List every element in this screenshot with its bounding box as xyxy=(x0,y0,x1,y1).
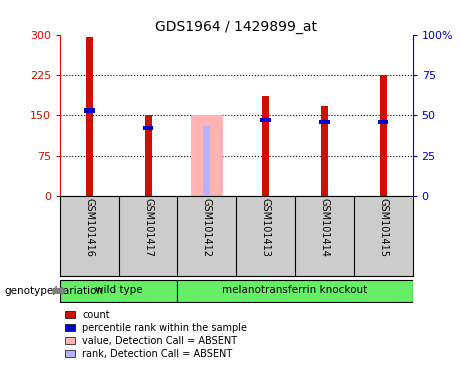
Bar xyxy=(177,280,413,302)
Bar xyxy=(84,108,95,113)
Bar xyxy=(380,75,387,196)
Text: genotype/variation: genotype/variation xyxy=(5,286,104,296)
Bar xyxy=(143,126,154,130)
Bar xyxy=(191,115,223,196)
Text: GSM101414: GSM101414 xyxy=(319,198,330,257)
Title: GDS1964 / 1429899_at: GDS1964 / 1429899_at xyxy=(155,20,317,33)
Legend: count, percentile rank within the sample, value, Detection Call = ABSENT, rank, : count, percentile rank within the sample… xyxy=(65,310,247,359)
Bar xyxy=(60,280,177,302)
Text: GSM101413: GSM101413 xyxy=(260,198,271,257)
Bar xyxy=(262,96,269,196)
Bar xyxy=(203,126,210,196)
Bar xyxy=(321,106,328,196)
Text: wild type: wild type xyxy=(95,285,142,295)
Text: GSM101417: GSM101417 xyxy=(143,198,153,257)
Bar xyxy=(319,119,330,124)
Text: melanotransferrin knockout: melanotransferrin knockout xyxy=(222,285,368,295)
Text: GSM101415: GSM101415 xyxy=(378,198,388,257)
Bar xyxy=(86,37,93,196)
Text: GSM101412: GSM101412 xyxy=(202,198,212,257)
Bar xyxy=(260,118,271,122)
Bar xyxy=(378,119,389,124)
Text: GSM101416: GSM101416 xyxy=(84,198,95,257)
Bar xyxy=(145,115,152,196)
